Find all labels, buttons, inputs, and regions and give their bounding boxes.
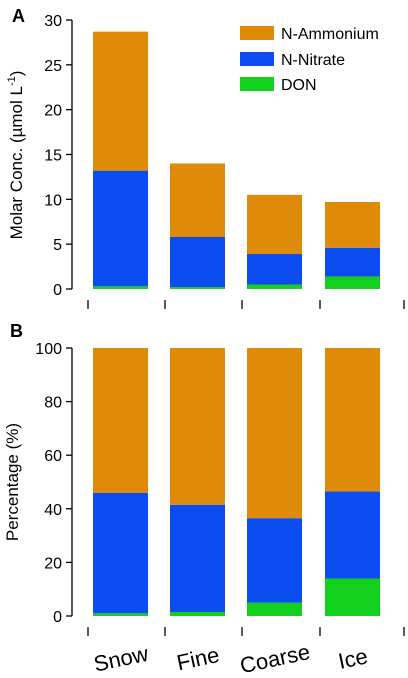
bar-nitrate-snow [93, 492, 148, 614]
panel-b-chart: B 0 20 40 60 80 100 Percentage (%) Snow Fine Coars… [3, 321, 405, 678]
bar-don-snow [93, 613, 148, 616]
bar-ammonium-snow [93, 348, 148, 493]
y-axis-title: Molar Conc. (µmol L-1) [6, 71, 26, 240]
bar-nitrate-snow [93, 170, 148, 287]
bar-don-fine [170, 611, 225, 616]
y-tick-label: 15 [44, 148, 62, 165]
x-tick-label: Ice [336, 643, 370, 674]
y-axis-title: Percentage (%) [3, 423, 22, 541]
y-tick-label: 20 [44, 555, 62, 572]
y-tick-label: 40 [44, 502, 62, 519]
bar-ammonium-ice [325, 202, 380, 248]
bar-ammonium-coarse [247, 194, 302, 255]
bar-nitrate-ice [325, 247, 380, 277]
y-tick-label: 80 [44, 395, 62, 412]
bar-ammonium-fine [170, 348, 225, 505]
bar-don-coarse [247, 602, 302, 616]
legend-swatch-don [240, 77, 274, 91]
x-tick-label: Fine [174, 642, 221, 675]
x-tick-label: Snow [91, 641, 150, 677]
y-tick-label: 0 [53, 609, 62, 626]
y-tick-label: 30 [44, 13, 62, 30]
x-tick-label: Coarse [238, 639, 313, 678]
bar-nitrate-ice [325, 491, 380, 579]
bar-nitrate-coarse [247, 518, 302, 603]
bar-ammonium-fine [170, 163, 225, 237]
y-tick-label: 5 [53, 237, 62, 254]
legend-label-don: DON [281, 77, 317, 94]
bar-don-coarse [247, 284, 302, 289]
panel-label: A [12, 6, 25, 26]
panel-label: B [10, 321, 23, 341]
bar-nitrate-fine [170, 236, 225, 288]
y-tick-label: 100 [35, 341, 62, 358]
y-tick-label: 25 [44, 58, 62, 75]
legend-label-ammonium: N-Ammonium [281, 26, 379, 43]
bar-don-ice [325, 578, 380, 616]
y-tick-label: 10 [44, 192, 62, 209]
legend-label-nitrate: N-Nitrate [281, 52, 345, 69]
bar-don-snow [93, 286, 148, 289]
bar-nitrate-fine [170, 504, 225, 612]
legend: N-Ammonium N-Nitrate DON [240, 26, 379, 94]
legend-swatch-ammonium [240, 26, 274, 40]
y-tick-label: 0 [53, 282, 62, 299]
bar-don-ice [325, 276, 380, 289]
bar-don-fine [170, 287, 225, 289]
bar-ammonium-snow [93, 31, 148, 171]
bar-ammonium-coarse [247, 348, 302, 519]
bar-nitrate-coarse [247, 254, 302, 285]
y-tick-label: 60 [44, 448, 62, 465]
y-tick-label: 20 [44, 103, 62, 120]
legend-swatch-nitrate [240, 52, 274, 66]
panel-a-chart: A 0 5 10 15 20 25 30 Molar Conc. (µmol L-1) [6, 6, 405, 309]
bar-ammonium-ice [325, 348, 380, 492]
